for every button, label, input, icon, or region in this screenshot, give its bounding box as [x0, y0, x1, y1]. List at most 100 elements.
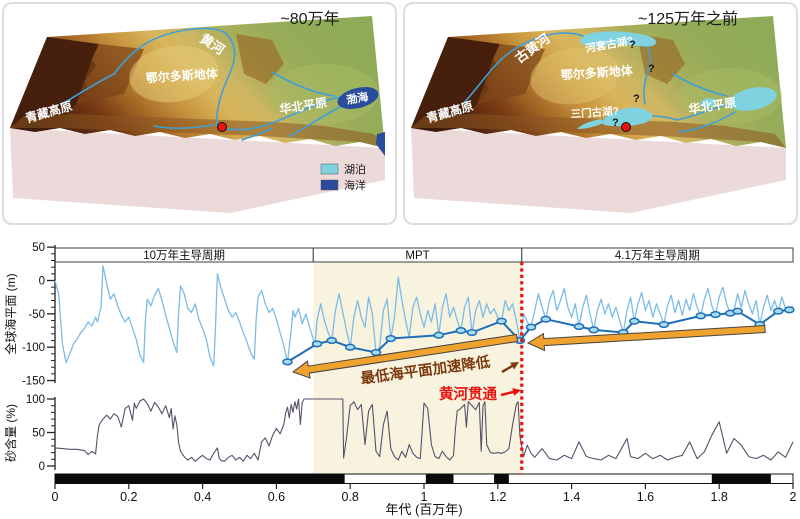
legend-ocean-label: 海洋: [344, 178, 366, 192]
lowstand-marker: [540, 315, 552, 323]
sea-tick-label: -100: [22, 342, 45, 354]
chart-svg: 10万年主导周期 MPT 4.1万年主导周期 500-50-100-15010050…: [3, 242, 797, 517]
river-network: [462, 32, 736, 133]
question-mark-1: ?: [629, 39, 636, 51]
plain-paleolake-large: [729, 87, 777, 111]
map-right-title: ~125万年之前: [638, 10, 738, 28]
lowstand-marker: [433, 331, 445, 339]
lowstand-marker: [466, 328, 478, 337]
lowering-trend-arrow: [526, 324, 766, 352]
x-tick-label: 1.4: [563, 490, 580, 504]
xlabel-age: 年代 (百万年): [385, 502, 462, 517]
map-block-side: [411, 128, 786, 213]
question-mark-3: ?: [633, 93, 640, 105]
x-tick-label: 0.4: [194, 490, 211, 504]
x-tick-label: 2: [790, 490, 797, 504]
sanmen-paleolake-arm: [577, 119, 603, 129]
map-south-ridge: [10, 114, 385, 148]
map-plain-patch: [678, 68, 782, 124]
lowstand-marker: [710, 310, 721, 319]
study-site-marker: [621, 122, 631, 132]
chart-axes: 50 0 -50 -100 -150 100 50 0 0 0.2 0.4 0.6 0.8 1 1.2 1.4…: [22, 242, 797, 504]
sea-tick-label: 0: [39, 276, 45, 288]
chart-background-layer: [313, 262, 522, 474]
label-ordos-block: 鄂尔多斯地体: [560, 62, 634, 82]
study-site-marker: [217, 122, 227, 132]
sand-tick-label: 100: [26, 394, 45, 406]
lowstand-marker: [588, 326, 599, 334]
sand-tick-label: 0: [39, 461, 45, 473]
timeseries-chart: 10万年主导周期 MPT 4.1万年主导周期 50 0 -50 -100 -150 100 50…: [0, 228, 800, 519]
river-network: [61, 27, 354, 141]
map-block-side: [10, 128, 385, 213]
bohai-strait: [376, 132, 385, 156]
lowstand-marker: [370, 348, 382, 357]
period-band-label-0: 10万年主导周期: [143, 248, 225, 262]
polarity-black-segment: [494, 474, 509, 484]
lowstand-marker: [326, 336, 337, 345]
lowering-trend-arrow: [291, 333, 519, 379]
hetao-paleolake: [580, 31, 657, 47]
bohai-sea: [337, 87, 379, 109]
lowstand-pointer-arrow: [501, 362, 519, 374]
period-band-cell: [521, 247, 794, 263]
lowstand-marker: [344, 343, 356, 351]
map-panel-1250ka: 古黄河 河套古湖? 鄂尔多斯地体 三门古湖? 华北平原 青藏高原 ? ? ? ?…: [403, 2, 798, 225]
period-band-label-2: 4.1万年主导周期: [615, 248, 700, 262]
sanmen-paleolake: [601, 107, 653, 127]
x-tick-label: 1.6: [637, 490, 654, 504]
map-80ka-svg: 黄河 鄂尔多斯地体 华北平原 渤海 青藏高原 ~80万年 湖泊 海洋: [10, 10, 385, 213]
label-ordos-block: 鄂尔多斯地体: [145, 65, 219, 85]
lowstand-marker: [772, 307, 784, 315]
sand-content-curve: [54, 398, 794, 462]
lowstand-marker: [784, 306, 795, 314]
lowstand-marker: [573, 322, 585, 331]
polarity-black-segment: [711, 474, 771, 484]
map-legend: 湖泊 海洋: [320, 163, 366, 192]
breakthrough-annotation-text: 黄河贯通: [439, 385, 497, 403]
lowstand-marker: [525, 323, 537, 331]
ylabel-sea-level: 全球海平面 (m): [3, 273, 18, 354]
x-tick-label: 1.2: [489, 490, 506, 504]
sea-tick-label: 50: [32, 242, 45, 254]
map-ordos-basin: [530, 47, 620, 105]
x-tick-label: 0: [52, 490, 59, 504]
x-tick-label: 0.8: [342, 490, 359, 504]
question-mark-2: ?: [648, 63, 655, 75]
lowstand-marker: [732, 307, 743, 315]
map-panel-80ka: 黄河 鄂尔多斯地体 华北平原 渤海 青藏高原 ~80万年 湖泊 海洋: [2, 2, 397, 225]
label-bohai: 渤海: [345, 89, 369, 107]
legend-lake-label: 湖泊: [344, 163, 366, 176]
label-sanmen-paleolake: 三门古湖?: [570, 104, 619, 120]
x-tick-label: 0.2: [120, 490, 137, 504]
sea-tick-label: -150: [22, 376, 45, 388]
map-plateau-region: [10, 37, 99, 128]
polarity-black-segment: [425, 474, 454, 484]
legend-ocean-swatch: [320, 179, 339, 191]
x-tick-label: 1: [421, 490, 428, 504]
lowstand-marker: [629, 317, 640, 325]
sand-tick-label: 50: [32, 428, 45, 440]
sea-tick-label: -50: [28, 309, 45, 321]
lowstand-marker: [695, 312, 706, 320]
period-band-header: 10万年主导周期 MPT 4.1万年主导周期: [54, 247, 794, 263]
question-mark-4: ?: [612, 117, 619, 129]
polarity-black-segment: [55, 474, 345, 484]
map-ordos-basin: [129, 45, 219, 103]
sea-level-curve: [54, 265, 794, 367]
breakthrough-pointer-arrow: [500, 388, 521, 397]
label-north-china-plain: 华北平原: [687, 94, 737, 116]
lowstand-marker: [455, 326, 467, 335]
map-1250ka-svg: 古黄河 河套古湖? 鄂尔多斯地体 三门古湖? 华北平原 青藏高原 ? ? ? ?…: [411, 10, 786, 213]
lowstand-marker: [496, 317, 507, 325]
plain-paleolake-small: [700, 98, 716, 108]
x-tick-label: 1.8: [711, 490, 728, 504]
ylabel-sand-content: 砂含量 (%): [3, 404, 18, 462]
mpt-highlight-region: [313, 262, 522, 474]
period-band-label-1: MPT: [405, 250, 429, 262]
lowstand-marker: [658, 320, 670, 329]
x-tick-label: 0.6: [268, 490, 285, 504]
lowstand-marker: [282, 358, 293, 366]
